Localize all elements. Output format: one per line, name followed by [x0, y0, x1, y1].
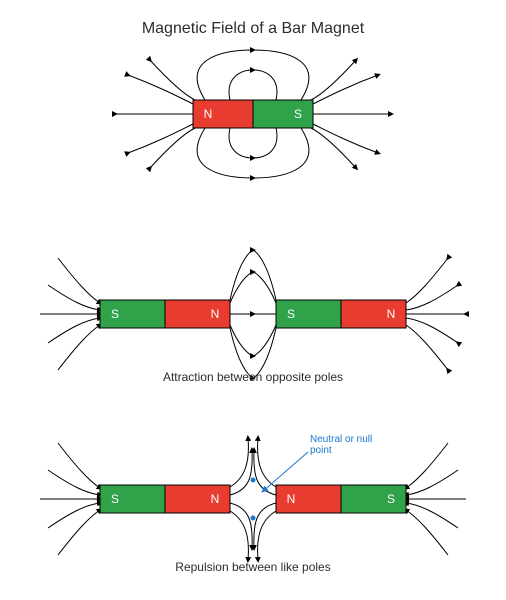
pole-label-n: N — [204, 107, 213, 121]
annotation-line2: point — [310, 445, 332, 456]
pole-label-n: N — [211, 307, 220, 321]
annotation-line1: Neutral or null — [310, 434, 372, 445]
magnet-right: S N — [276, 300, 406, 328]
pole-label-s: S — [287, 307, 295, 321]
annotation-null-point: Neutral or null point — [310, 434, 372, 456]
magnet-left: S N — [100, 300, 230, 328]
north-half — [341, 300, 406, 328]
pole-label-s: S — [111, 492, 119, 506]
south-half — [100, 300, 165, 328]
south-half — [253, 100, 313, 128]
bar-magnet: N S — [193, 100, 313, 128]
magnet-left: S N — [100, 485, 230, 513]
pole-label-n: N — [387, 307, 396, 321]
null-point-dot — [251, 478, 256, 483]
null-point-dot — [251, 516, 256, 521]
pole-label-n: N — [211, 492, 220, 506]
south-half — [100, 485, 165, 513]
pole-label-s: S — [294, 107, 302, 121]
caption-attraction: Attraction between opposite poles — [0, 370, 506, 384]
south-half — [276, 300, 341, 328]
page-root: Magnetic Field of a Bar Magnet — [0, 0, 506, 600]
south-half — [341, 485, 406, 513]
pole-label-s: S — [111, 307, 119, 321]
diagram-attraction: S N S N — [40, 250, 466, 378]
diagram-canvas: N S — [0, 0, 506, 600]
magnet-right: N S — [276, 485, 406, 513]
north-half — [165, 485, 230, 513]
pole-label-s: S — [387, 492, 395, 506]
north-half — [193, 100, 253, 128]
north-half — [165, 300, 230, 328]
pole-label-n: N — [287, 492, 296, 506]
diagram-repulsion: S N N S — [40, 438, 466, 560]
caption-repulsion: Repulsion between like poles — [0, 560, 506, 574]
diagram-single-magnet: N S — [115, 50, 391, 178]
